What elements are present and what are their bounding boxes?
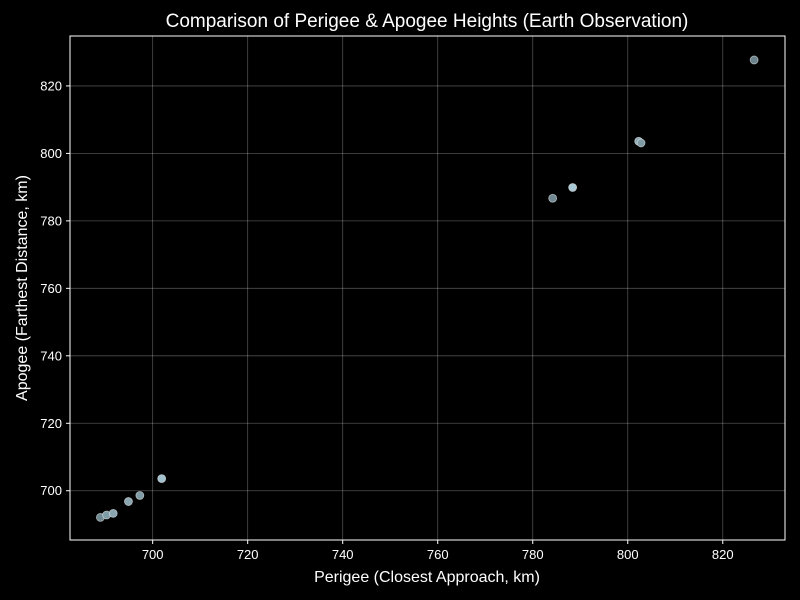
x-axis-label: Perigee (Closest Approach, km) [314, 569, 540, 586]
y-tick-label: 740 [40, 348, 62, 363]
data-points [96, 55, 759, 522]
y-tick-label: 700 [40, 483, 62, 498]
axis-ticks: 700 720 740 760 780 800 820 700 720 740 760 780 800 8… [40, 78, 733, 562]
data-point [568, 183, 578, 192]
x-tick-label: 700 [142, 547, 164, 562]
x-tick-label: 800 [617, 547, 639, 562]
x-tick-label: 820 [712, 547, 734, 562]
y-tick-label: 820 [40, 78, 62, 93]
data-point [124, 497, 133, 506]
x-tick-label: 760 [427, 547, 449, 562]
data-point [108, 508, 118, 518]
data-point [135, 491, 145, 500]
x-tick-label: 780 [522, 547, 544, 562]
data-point [157, 474, 167, 484]
y-tick-label: 800 [40, 146, 62, 161]
y-tick-label: 720 [40, 416, 62, 431]
chart-title: Comparison of Perigee & Apogee Heights (… [166, 11, 689, 32]
data-point [548, 193, 558, 203]
grid [70, 36, 785, 540]
y-tick-label: 760 [40, 281, 62, 296]
x-tick-label: 740 [332, 547, 354, 562]
data-point [749, 55, 759, 65]
x-tick-label: 720 [237, 547, 259, 562]
y-tick-label: 780 [40, 213, 62, 228]
y-axis-label: Apogee (Farthest Distance, km) [14, 175, 31, 401]
data-point [636, 138, 646, 148]
